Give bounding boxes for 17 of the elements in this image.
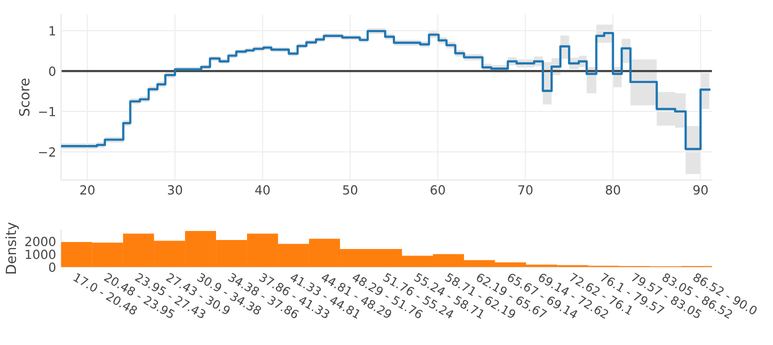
y-tick-label: −1 bbox=[39, 107, 56, 116]
x-tick-label: 80 bbox=[606, 185, 620, 195]
x-tick-label: 70 bbox=[518, 185, 532, 195]
x-tick-label: 40 bbox=[255, 185, 270, 195]
y-axis-title: Density bbox=[5, 222, 19, 274]
x-tick-label: 30 bbox=[168, 185, 182, 195]
x-tick-label: 90 bbox=[693, 185, 708, 195]
y-tick-label: 0 bbox=[49, 262, 56, 272]
y-tick-label: 2000 bbox=[25, 236, 56, 246]
y-tick-label: 0 bbox=[49, 66, 56, 76]
y-tick-label: −2 bbox=[39, 147, 55, 157]
x-tick-label: 20 bbox=[80, 185, 94, 195]
y-tick-label: 1 bbox=[50, 26, 56, 36]
x-tick-label: 50 bbox=[343, 185, 358, 195]
x-tick-label: 60 bbox=[430, 185, 445, 195]
y-tick-label: 1000 bbox=[26, 250, 56, 260]
y-axis-title: Score bbox=[19, 78, 30, 116]
